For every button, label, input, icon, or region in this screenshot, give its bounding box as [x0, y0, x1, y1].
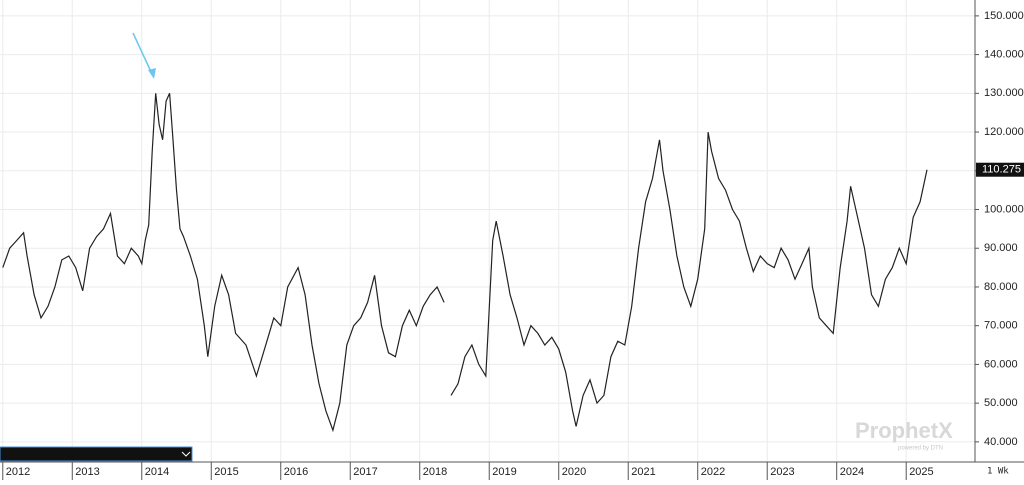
x-tick-label: 2013 — [75, 466, 99, 478]
x-tick-label: 2017 — [353, 466, 377, 478]
annotation-arrow — [132, 32, 154, 77]
watermark: ProphetX — [855, 418, 953, 443]
y-tick-label: 60.000 — [984, 358, 1018, 370]
y-tick-label: 40.000 — [984, 436, 1018, 448]
y-tick-label: 100.000 — [984, 203, 1024, 215]
dropdown-caret — [181, 451, 191, 457]
x-tick-label: 2020 — [562, 466, 586, 478]
watermark-sub: powered by DTN — [898, 446, 943, 452]
y-tick-label: 130.000 — [984, 87, 1024, 99]
x-tick-label: 2016 — [284, 466, 308, 478]
last-price-label: 110.275 — [982, 164, 1021, 176]
x-tick-label: 2021 — [631, 466, 655, 478]
x-tick-label: 2012 — [6, 466, 30, 478]
x-tick-label: 2018 — [423, 466, 447, 478]
interval-label: 1 Wk — [987, 467, 1009, 477]
x-tick-label: 2015 — [214, 466, 238, 478]
grid — [0, 0, 975, 462]
x-tick-label: 2019 — [492, 466, 516, 478]
y-tick-label: 50.000 — [984, 397, 1018, 409]
x-tick-label: 2024 — [840, 466, 864, 478]
price-line — [2, 93, 928, 433]
y-tick-label: 140.000 — [984, 49, 1024, 61]
annotation-arrowhead — [148, 68, 156, 79]
last-price-box — [976, 162, 1024, 177]
x-tick-label: 2014 — [145, 466, 169, 478]
y-tick-label: 80.000 — [984, 281, 1018, 293]
symbol-dropdown[interactable] — [0, 446, 193, 462]
y-tick-label: 150.000 — [984, 10, 1024, 22]
x-tick-label: 2023 — [770, 466, 794, 478]
y-tick-label: 120.000 — [984, 126, 1024, 138]
y-tick-label: 70.000 — [984, 320, 1018, 332]
y-tick-label: 90.000 — [984, 242, 1018, 254]
x-tick-label: 2025 — [909, 466, 933, 478]
x-tick-label: 2022 — [701, 466, 725, 478]
